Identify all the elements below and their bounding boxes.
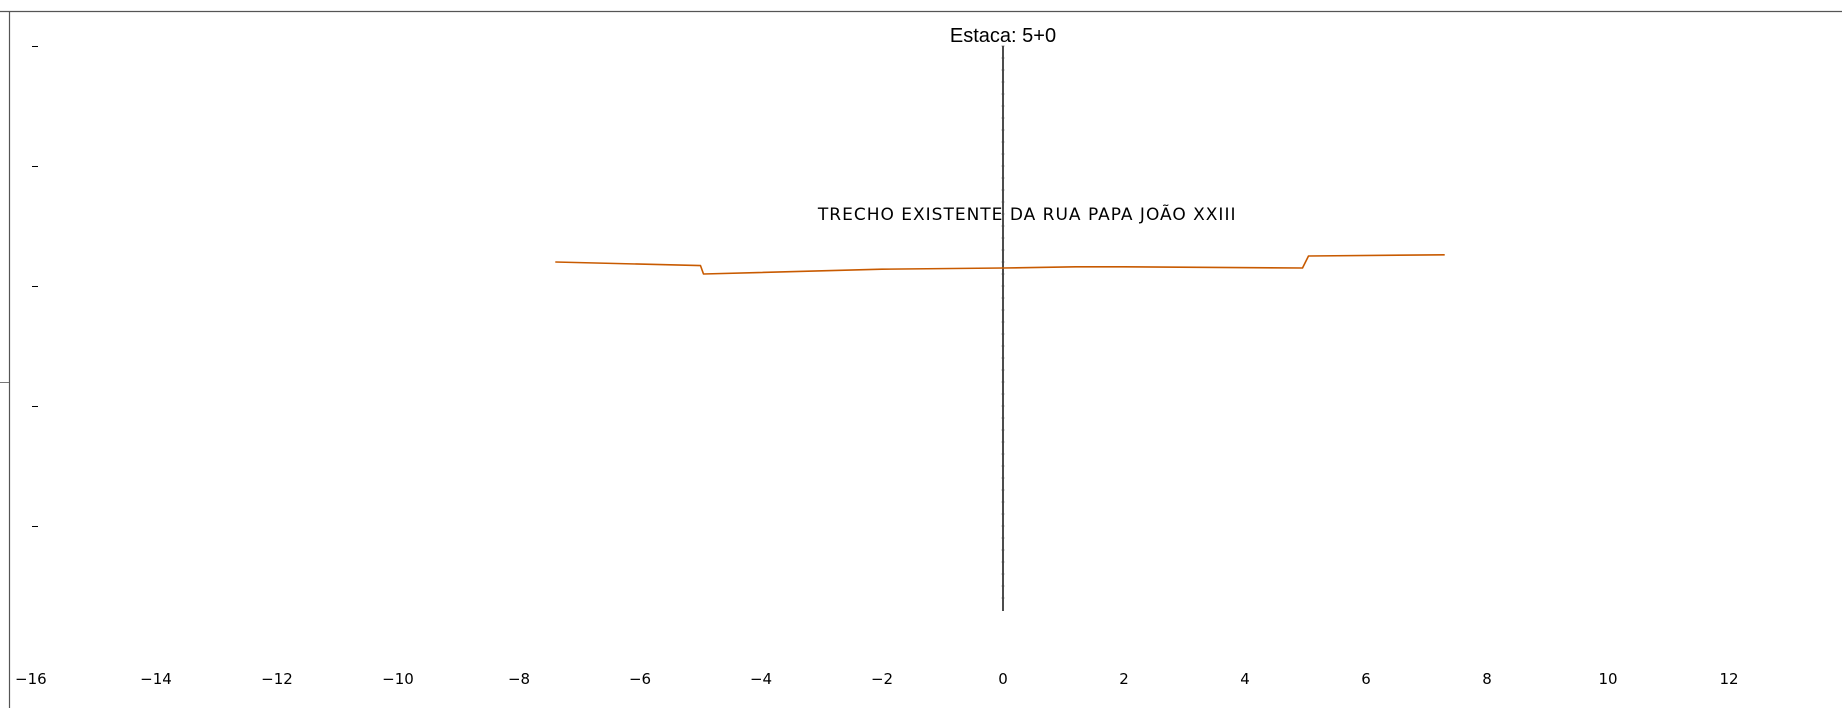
- x-tick-label-10: 4: [1240, 670, 1250, 688]
- chart-title: Estaca: 5+0: [950, 25, 1056, 47]
- x-tick-label-3: −10: [382, 670, 414, 688]
- centerline: [1001, 45, 1005, 611]
- x-tick-label-1: −14: [140, 670, 172, 688]
- series-lines: [555, 254, 1445, 275]
- x-tick-label-11: 6: [1361, 670, 1371, 688]
- x-tick-label-0: −16: [15, 670, 47, 688]
- x-tick-label-5: −6: [629, 670, 651, 688]
- x-tick-label-14: 12: [1719, 670, 1738, 688]
- x-tick-label-4: −8: [508, 670, 530, 688]
- x-tick-label-2: −12: [261, 670, 293, 688]
- x-tick-label-7: −2: [871, 670, 893, 688]
- terrain-profile-line-0: [555, 254, 1445, 275]
- y-ticks: [32, 46, 38, 527]
- x-tick-label-12: 8: [1482, 670, 1492, 688]
- chart-frame: [0, 10, 1842, 708]
- section-annotation: TRECHO EXISTENTE DA RUA PAPA JOÃO XXIII: [817, 203, 1237, 225]
- x-tick-label-9: 2: [1119, 670, 1129, 688]
- x-tick-label-8: 0: [998, 670, 1008, 688]
- x-tick-label-6: −4: [750, 670, 772, 688]
- x-tick-labels: −16−14−12−10−8−6−4−20246810121: [15, 670, 1739, 688]
- x-tick-label-13: 10: [1598, 670, 1617, 688]
